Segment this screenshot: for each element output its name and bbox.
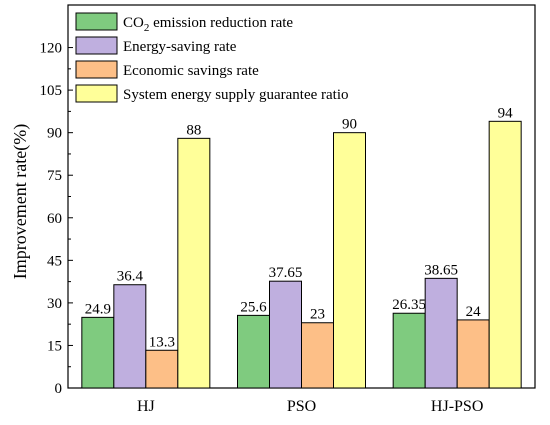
data-label: 36.4: [117, 269, 144, 285]
bar: [237, 314, 270, 389]
data-label: 26.35: [392, 297, 426, 313]
bar: [456, 319, 490, 389]
y-tick-label: 15: [47, 338, 62, 354]
x-tick-label: HJ-PSO: [431, 398, 483, 415]
data-label: 13.3: [149, 334, 175, 350]
y-tick-label: 60: [47, 211, 62, 227]
y-tick-label: 105: [40, 83, 63, 99]
x-tick-label: HJ: [137, 398, 155, 415]
legend-swatch: [75, 36, 118, 55]
data-label: 38.65: [424, 262, 458, 278]
data-label: 37.65: [269, 265, 303, 281]
x-axis: HJ PSO HJ-PSO: [137, 383, 483, 415]
legend-swatch: [75, 84, 118, 103]
data-label: 24: [466, 304, 482, 320]
bar: [269, 280, 302, 389]
bar: [333, 132, 366, 389]
legend-swatch: [75, 60, 118, 79]
data-labels-group: 24.9 36.4 13.3 88 25.6 37.65 23 90 26.35 38.65 24 9…: [85, 105, 513, 350]
bar: [177, 137, 211, 389]
data-label: 24.9: [85, 301, 111, 317]
y-tick-label: 45: [47, 253, 62, 269]
bar: [301, 322, 334, 389]
y-axis: 0 15 30 45 60 75 90 105 120: [40, 41, 73, 397]
y-tick-label: 90: [47, 126, 62, 142]
data-label: 94: [498, 105, 514, 121]
bar: [392, 312, 426, 389]
legend-entry-label: CO2 emission reduction rate: [123, 15, 293, 34]
y-tick-label: 75: [47, 168, 62, 184]
data-label: 23: [310, 307, 325, 323]
y-tick-label: 0: [55, 381, 63, 397]
legend-swatch: [75, 12, 118, 31]
data-label: 25.6: [240, 299, 267, 315]
legend: CO2 emission reduction rate Energy-saving…: [75, 12, 349, 103]
legend-entry-label: Economic savings rate: [123, 63, 259, 79]
data-label: 88: [186, 122, 201, 138]
legend-entry-label: Energy-saving rate: [123, 39, 237, 55]
bar: [424, 277, 458, 389]
y-tick-label: 120: [40, 41, 63, 57]
bar: [81, 316, 115, 389]
bars-group: [81, 120, 522, 389]
y-axis-title: Improvement rate(%): [10, 124, 31, 279]
bar: [488, 120, 522, 389]
x-tick-label: PSO: [287, 398, 316, 415]
y-tick-label: 30: [47, 296, 62, 312]
bar: [145, 349, 179, 389]
bar: [113, 284, 147, 389]
data-label: 90: [342, 117, 357, 133]
legend-entry-label: System energy supply guarantee ratio: [123, 87, 349, 103]
